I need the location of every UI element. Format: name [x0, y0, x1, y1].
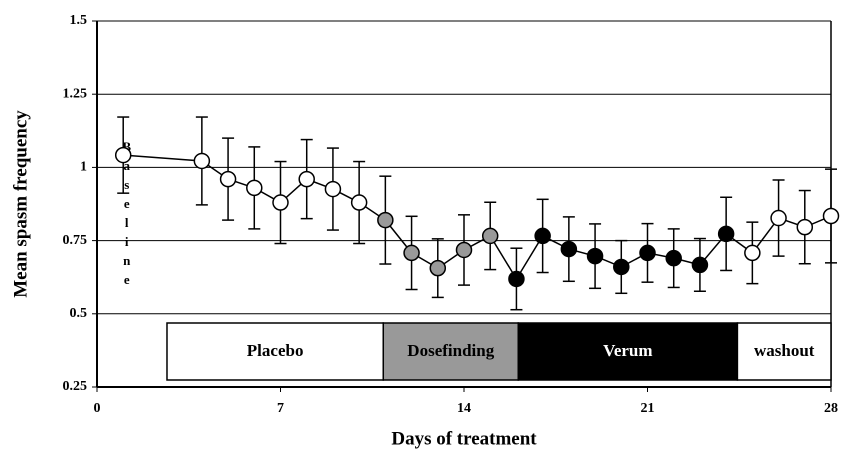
data-point [246, 179, 263, 197]
data-point [586, 247, 604, 265]
data-point [403, 244, 420, 262]
data-point [350, 194, 368, 211]
y-tick-label: 1 [80, 160, 87, 175]
phase-label: washout [754, 341, 815, 360]
data-point [272, 194, 289, 211]
x-tick-label: 21 [641, 401, 655, 416]
data-point [508, 270, 525, 288]
data-point [219, 170, 237, 188]
y-tick-label: 0.75 [63, 233, 88, 248]
x-axis-label: Days of treatment [391, 428, 537, 449]
data-point [796, 218, 814, 236]
data-point [770, 209, 787, 227]
phase-box [382, 322, 520, 381]
data-point [429, 259, 447, 277]
data-point [377, 211, 394, 229]
phase-box [517, 322, 739, 381]
phase-box [166, 322, 385, 381]
phase-box [736, 322, 832, 381]
data-point [455, 241, 473, 259]
x-tick-label: 0 [94, 401, 101, 416]
y-tick-label: 0.25 [63, 379, 88, 394]
x-tick-label: 14 [457, 401, 471, 416]
y-tick-label: 1.25 [63, 86, 88, 101]
x-tick-label: 7 [277, 401, 284, 416]
data-point [665, 249, 682, 267]
data-point [639, 244, 656, 262]
phase-label: Placebo [247, 341, 304, 360]
data-point [822, 207, 840, 225]
data-point [481, 227, 499, 245]
data-point [324, 180, 342, 198]
data-point [613, 258, 630, 276]
data-point [193, 152, 211, 170]
y-tick-label: 0.5 [70, 306, 88, 321]
data-point [691, 256, 709, 274]
data-point [298, 170, 315, 188]
data-point [114, 146, 132, 164]
data-point [560, 240, 578, 258]
phase-label: Dosefinding [407, 341, 494, 360]
data-point [534, 227, 551, 245]
x-tick-label: 28 [824, 401, 838, 416]
data-point [717, 225, 735, 243]
phase-label: Verum [603, 341, 652, 360]
data-point [744, 244, 761, 262]
y-tick-label: 1.5 [70, 13, 88, 28]
y-axis-label: Mean spasm frequency [10, 110, 31, 298]
